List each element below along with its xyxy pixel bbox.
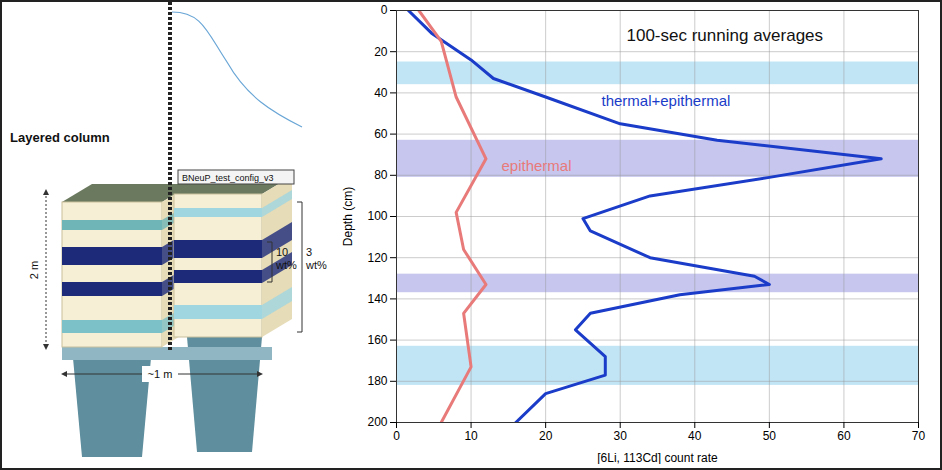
svg-text:70: 70 [912,429,926,443]
svg-text:140: 140 [367,292,387,306]
svg-text:10: 10 [464,429,478,443]
svg-text:120: 120 [367,251,387,265]
svg-text:100: 100 [367,209,387,223]
svg-text:40: 40 [688,429,702,443]
svg-text:20: 20 [374,45,388,59]
svg-text:2 m: 2 m [28,261,40,279]
svg-text:0: 0 [393,429,400,443]
svg-text:0: 0 [381,3,388,17]
svg-text:50: 50 [763,429,777,443]
svg-text:40: 40 [374,86,388,100]
svg-text:30: 30 [614,429,628,443]
svg-text:epithermal: epithermal [502,157,572,174]
svg-text:200: 200 [367,415,387,429]
svg-text:10wt%: 10wt% [275,246,297,271]
svg-text:60: 60 [837,429,851,443]
svg-text:3wt%: 3wt% [305,246,327,271]
svg-text:~1 m: ~1 m [148,368,173,380]
svg-text:100-sec running averages: 100-sec running averages [627,26,824,45]
svg-text:20: 20 [539,429,553,443]
svg-text:thermal+epithermal: thermal+epithermal [602,92,731,109]
svg-text:Layered column: Layered column [10,130,110,145]
svg-text:80: 80 [374,168,388,182]
svg-text:60: 60 [374,127,388,141]
svg-text:160: 160 [367,333,387,347]
svg-text:Depth (cm): Depth (cm) [341,187,355,246]
svg-text:BNeuP_test_config_v3: BNeuP_test_config_v3 [182,173,274,183]
svg-text:180: 180 [367,374,387,388]
svg-text:[6Li, 113Cd] count rate: [6Li, 113Cd] count rate [597,451,718,465]
